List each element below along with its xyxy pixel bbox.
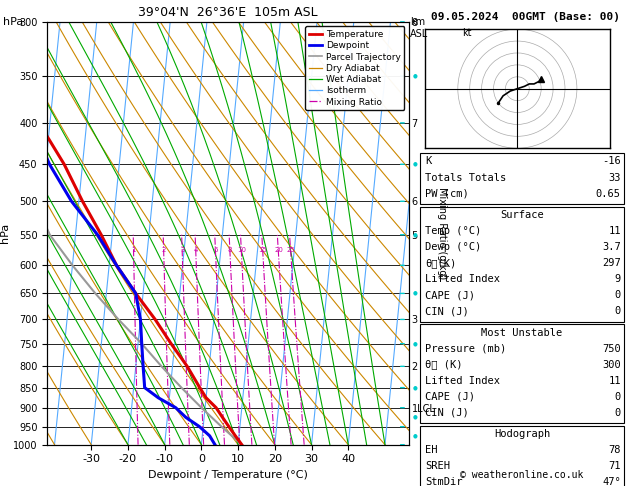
- Text: kt: kt: [462, 28, 472, 38]
- Text: Lifted Index: Lifted Index: [425, 376, 500, 386]
- Text: 71: 71: [608, 461, 621, 471]
- Text: PW (cm): PW (cm): [425, 189, 469, 199]
- Text: ●: ●: [413, 73, 418, 79]
- Text: 10: 10: [237, 247, 246, 253]
- Text: CAPE (J): CAPE (J): [425, 290, 475, 300]
- Text: EH: EH: [425, 445, 438, 455]
- Text: 33: 33: [608, 173, 621, 183]
- Text: ●: ●: [413, 385, 418, 390]
- Text: 2: 2: [162, 247, 166, 253]
- Text: ●: ●: [413, 415, 418, 420]
- Text: 15: 15: [259, 247, 267, 253]
- Y-axis label: hPa: hPa: [0, 223, 10, 243]
- Text: 09.05.2024  00GMT (Base: 00): 09.05.2024 00GMT (Base: 00): [431, 12, 620, 22]
- Text: Most Unstable: Most Unstable: [481, 328, 563, 338]
- Legend: Temperature, Dewpoint, Parcel Trajectory, Dry Adiabat, Wet Adiabat, Isotherm, Mi: Temperature, Dewpoint, Parcel Trajectory…: [305, 26, 404, 110]
- Text: 11: 11: [608, 226, 621, 236]
- Text: 0: 0: [615, 408, 621, 418]
- Title: 39°04'N  26°36'E  105m ASL: 39°04'N 26°36'E 105m ASL: [138, 6, 318, 19]
- Text: ●: ●: [413, 341, 418, 346]
- Text: © weatheronline.co.uk: © weatheronline.co.uk: [460, 470, 584, 480]
- Text: 9: 9: [615, 274, 621, 284]
- Text: 297: 297: [602, 258, 621, 268]
- Text: 47°: 47°: [602, 477, 621, 486]
- Text: CIN (J): CIN (J): [425, 306, 469, 316]
- Text: 750: 750: [602, 344, 621, 354]
- X-axis label: Dewpoint / Temperature (°C): Dewpoint / Temperature (°C): [148, 470, 308, 480]
- Text: Temp (°C): Temp (°C): [425, 226, 481, 236]
- Text: 0.65: 0.65: [596, 189, 621, 199]
- Text: ●: ●: [413, 232, 418, 237]
- Text: 0: 0: [615, 306, 621, 316]
- Text: Surface: Surface: [500, 210, 544, 220]
- Text: km
ASL: km ASL: [410, 17, 428, 38]
- Text: 3: 3: [180, 247, 184, 253]
- Text: 8: 8: [228, 247, 232, 253]
- Text: 4: 4: [194, 247, 198, 253]
- Text: 11: 11: [608, 376, 621, 386]
- Text: K: K: [425, 156, 431, 167]
- Text: ●: ●: [413, 162, 418, 167]
- Text: 0: 0: [615, 290, 621, 300]
- Text: Hodograph: Hodograph: [494, 429, 550, 439]
- Text: 78: 78: [608, 445, 621, 455]
- Text: 20: 20: [274, 247, 283, 253]
- Text: θᴄ(K): θᴄ(K): [425, 258, 457, 268]
- Text: Dewp (°C): Dewp (°C): [425, 242, 481, 252]
- Text: -16: -16: [602, 156, 621, 167]
- Text: 6: 6: [213, 247, 218, 253]
- Text: 0: 0: [615, 392, 621, 402]
- Text: CAPE (J): CAPE (J): [425, 392, 475, 402]
- Text: 3.7: 3.7: [602, 242, 621, 252]
- Text: 300: 300: [602, 360, 621, 370]
- Text: 1: 1: [131, 247, 136, 253]
- Text: ●: ●: [413, 291, 418, 296]
- Text: Pressure (mb): Pressure (mb): [425, 344, 506, 354]
- Text: CIN (J): CIN (J): [425, 408, 469, 418]
- Text: θᴄ (K): θᴄ (K): [425, 360, 463, 370]
- Text: ●: ●: [413, 434, 418, 438]
- Text: SREH: SREH: [425, 461, 450, 471]
- Y-axis label: Mixing Ratio (g/kg): Mixing Ratio (g/kg): [437, 187, 447, 279]
- Text: Totals Totals: Totals Totals: [425, 173, 506, 183]
- Text: Lifted Index: Lifted Index: [425, 274, 500, 284]
- Text: hPa: hPa: [3, 17, 23, 27]
- Text: 25: 25: [286, 247, 295, 253]
- Text: StmDir: StmDir: [425, 477, 463, 486]
